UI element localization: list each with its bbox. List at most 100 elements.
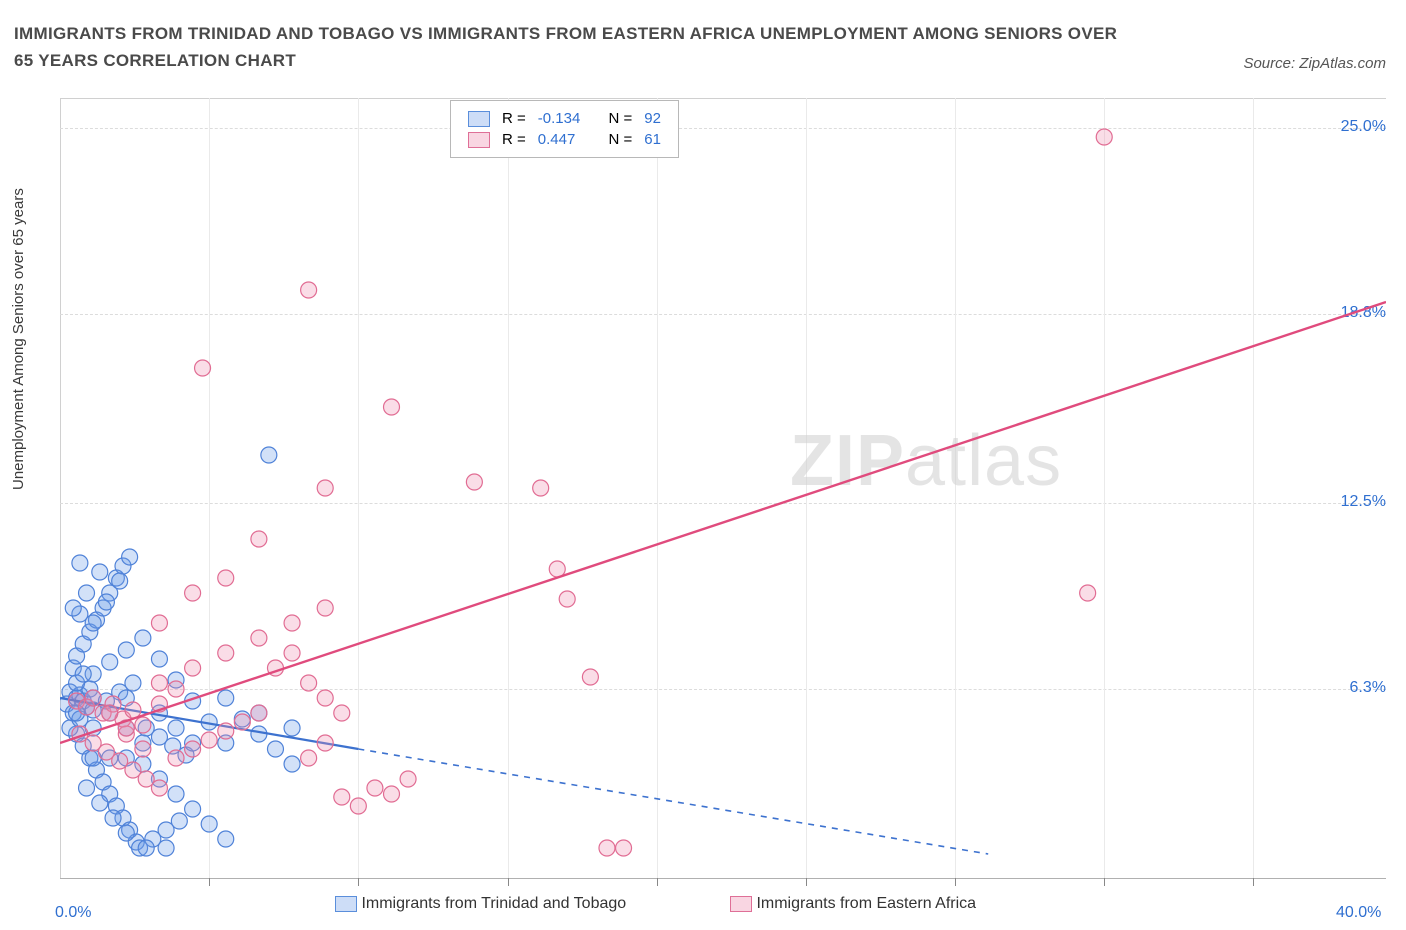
data-point [218, 723, 234, 739]
data-point [185, 741, 201, 757]
swatch-blue-icon [335, 896, 357, 912]
data-point [151, 615, 167, 631]
data-point [125, 702, 141, 718]
data-point [582, 669, 598, 685]
data-point [284, 615, 300, 631]
data-point [118, 825, 134, 841]
data-point [112, 573, 128, 589]
r-label: R = [497, 130, 531, 149]
data-point [284, 720, 300, 736]
data-point [138, 840, 154, 856]
data-point [384, 399, 400, 415]
data-point [251, 531, 267, 547]
data-point [384, 786, 400, 802]
data-point [317, 600, 333, 616]
data-point [92, 564, 108, 580]
data-point [79, 780, 95, 796]
data-point [301, 750, 317, 766]
data-point [301, 282, 317, 298]
r-value-pink: 0.447 [533, 130, 586, 149]
bottom-legend-item: Immigrants from Eastern Africa [730, 895, 976, 913]
data-point [400, 771, 416, 787]
data-point [158, 840, 174, 856]
regression-line-extrapolated [358, 749, 988, 854]
data-point [218, 570, 234, 586]
data-point [79, 585, 95, 601]
data-point [168, 681, 184, 697]
data-point [185, 585, 201, 601]
data-point [317, 690, 333, 706]
data-point [218, 690, 234, 706]
legend-row-blue: R = -0.134 N = 92 [463, 109, 666, 128]
data-point [334, 705, 350, 721]
data-point [559, 591, 575, 607]
data-point [301, 675, 317, 691]
legend-item-label: Immigrants from Trinidad and Tobago [357, 895, 626, 912]
data-point [168, 786, 184, 802]
data-point [72, 555, 88, 571]
data-point [317, 480, 333, 496]
data-point [267, 741, 283, 757]
r-label: R = [497, 109, 531, 128]
chart-title: IMMIGRANTS FROM TRINIDAD AND TOBAGO VS I… [14, 20, 1124, 74]
data-point [102, 654, 118, 670]
data-point [251, 630, 267, 646]
data-point [195, 360, 211, 376]
n-value-blue: 92 [639, 109, 666, 128]
swatch-blue-icon [468, 111, 490, 127]
data-point [98, 594, 114, 610]
data-point [466, 474, 482, 490]
data-point [75, 666, 91, 682]
data-point [1080, 585, 1096, 601]
n-label: N = [603, 130, 637, 149]
data-point [151, 780, 167, 796]
data-point [201, 732, 217, 748]
data-point [185, 801, 201, 817]
data-point [125, 675, 141, 691]
data-point [122, 549, 138, 565]
data-point [284, 645, 300, 661]
data-point [350, 798, 366, 814]
data-point [151, 675, 167, 691]
bottom-legend-item: Immigrants from Trinidad and Tobago [335, 895, 626, 913]
x-tick-label: 40.0% [1336, 904, 1381, 922]
swatch-pink-icon [468, 132, 490, 148]
data-point [616, 840, 632, 856]
data-point [65, 600, 81, 616]
data-point [367, 780, 383, 796]
legend-row-pink: R = 0.447 N = 61 [463, 130, 666, 149]
data-point [105, 810, 121, 826]
data-point [317, 735, 333, 751]
data-point [599, 840, 615, 856]
data-point [185, 660, 201, 676]
data-point [92, 795, 108, 811]
r-value-blue: -0.134 [533, 109, 586, 128]
data-point [85, 690, 101, 706]
data-point [218, 645, 234, 661]
data-point [118, 642, 134, 658]
data-point [251, 705, 267, 721]
data-point [201, 816, 217, 832]
data-point [135, 741, 151, 757]
x-tick-label: 0.0% [55, 904, 91, 922]
scatter-svg [60, 98, 1386, 878]
x-axis-line [60, 878, 1386, 879]
source-label: Source: ZipAtlas.com [1243, 55, 1386, 72]
legend-item-label: Immigrants from Eastern Africa [752, 895, 976, 912]
data-point [168, 750, 184, 766]
data-point [234, 714, 250, 730]
y-axis-label: Unemployment Among Seniors over 65 years [10, 188, 27, 490]
n-value-pink: 61 [639, 130, 666, 149]
data-point [135, 630, 151, 646]
data-point [171, 813, 187, 829]
data-point [102, 705, 118, 721]
data-point [334, 789, 350, 805]
legend-stats-box: R = -0.134 N = 92 R = 0.447 N = 61 [450, 100, 679, 158]
regression-line [60, 302, 1386, 743]
swatch-pink-icon [730, 896, 752, 912]
data-point [151, 651, 167, 667]
data-point [218, 831, 234, 847]
data-point [135, 717, 151, 733]
data-point [284, 756, 300, 772]
data-point [261, 447, 277, 463]
